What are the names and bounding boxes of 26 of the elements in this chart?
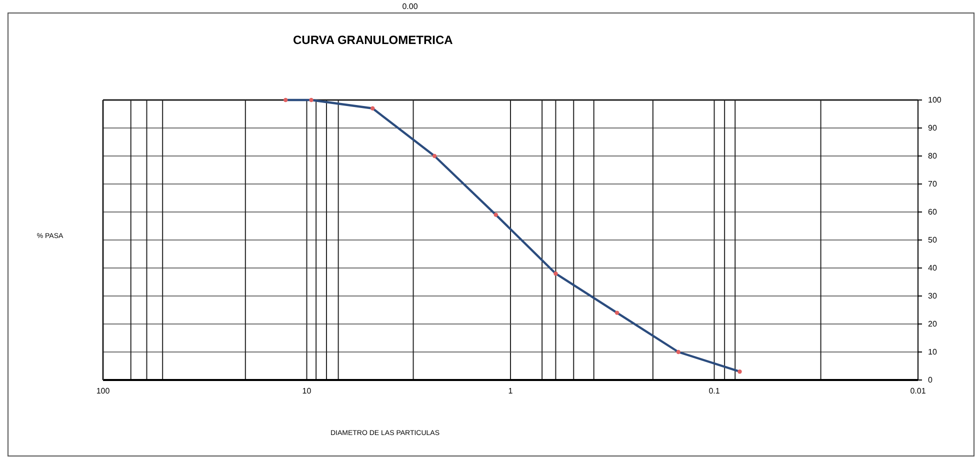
y-tick-label: 50 xyxy=(928,236,938,245)
point xyxy=(370,106,375,111)
y-tick-label: 70 xyxy=(928,180,938,189)
y-tick-label: 10 xyxy=(928,348,938,357)
point xyxy=(494,212,498,217)
point xyxy=(676,350,680,354)
chart-title: CURVA GRANULOMETRICA xyxy=(293,33,454,47)
point xyxy=(554,271,558,276)
text: 0.00 xyxy=(402,2,418,11)
y-tick-label: 60 xyxy=(928,208,938,217)
y-tick-label: 90 xyxy=(928,124,938,133)
x-tick-label: 1 xyxy=(508,386,514,396)
y-tick-label: 80 xyxy=(928,152,938,161)
point xyxy=(432,154,437,158)
x-tick-label: 100 xyxy=(96,386,110,396)
x-tick-label: 0.01 xyxy=(910,386,926,396)
y-tick-label: 100 xyxy=(928,96,942,105)
y-tick-label: 20 xyxy=(928,320,938,329)
y-tick-label: 0 xyxy=(928,376,933,385)
x-tick-label: 10 xyxy=(302,386,312,396)
point xyxy=(738,369,742,374)
x-tick-label: 0.1 xyxy=(708,386,720,396)
point xyxy=(309,98,314,102)
y-tick-label: 40 xyxy=(928,264,938,273)
point xyxy=(614,310,620,315)
y-tick-label: 30 xyxy=(928,292,938,301)
